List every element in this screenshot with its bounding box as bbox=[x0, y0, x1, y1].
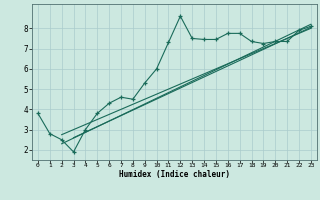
X-axis label: Humidex (Indice chaleur): Humidex (Indice chaleur) bbox=[119, 170, 230, 179]
